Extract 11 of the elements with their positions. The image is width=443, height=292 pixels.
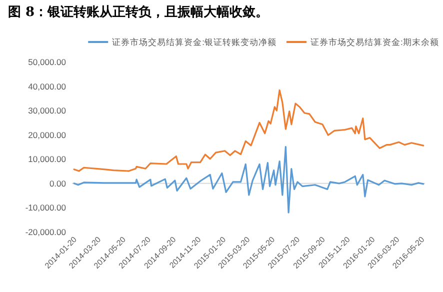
y-tick-label: -10,000.00 [25, 202, 66, 213]
y-tick-label: 50,000.00 [28, 57, 66, 67]
title: 图 8：银证转账从正转负，且振幅大幅收敛。 [8, 5, 269, 20]
legend-label: 证券市场交易结算资金:银证转账变动净额 [112, 37, 276, 47]
y-tick-label: 40,000.00 [28, 81, 66, 92]
y-tick-label: 30,000.00 [28, 106, 66, 116]
y-tick-label: -20,000.00 [25, 227, 66, 237]
y-tick-label: 20,000.00 [28, 130, 66, 140]
y-tick-label: 10,000.00 [28, 154, 66, 164]
legend-label: 证券市场交易结算资金:期末余额 [310, 37, 439, 47]
y-tick-label: 0.00 [49, 178, 66, 188]
